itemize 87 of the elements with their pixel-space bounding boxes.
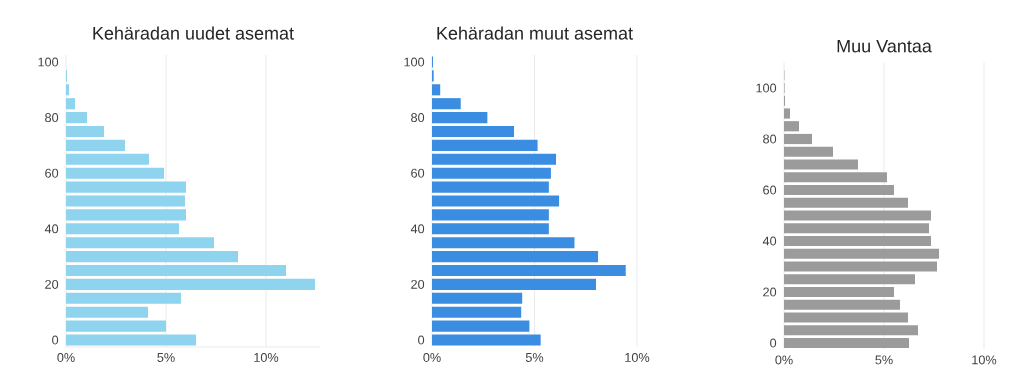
- bar: [784, 337, 910, 349]
- chart-title: Kehäradan uudet asemat: [93, 26, 294, 40]
- y-tick-label: 0: [52, 335, 59, 345]
- bar: [784, 274, 916, 285]
- bar: [432, 84, 441, 96]
- y-tick-label: 100: [404, 57, 425, 67]
- y-tick-label: 80: [411, 113, 425, 123]
- bar: [432, 278, 597, 290]
- bar: [432, 153, 557, 165]
- bar: [432, 223, 549, 235]
- bar: [784, 248, 940, 259]
- chart-title: Kehäradan muut asemat: [437, 26, 633, 40]
- bar: [784, 261, 938, 272]
- bar: [66, 320, 167, 332]
- y-tick-label: 20: [45, 279, 59, 289]
- bar: [66, 237, 215, 249]
- bar: [784, 133, 813, 145]
- y-tick-label: 80: [763, 134, 777, 144]
- bar: [432, 139, 538, 151]
- bar: [66, 139, 125, 151]
- bar: [784, 210, 932, 221]
- bar: [432, 292, 523, 304]
- bar: [784, 197, 909, 208]
- x-tick-label: 10%: [972, 355, 997, 365]
- bar: [784, 286, 895, 298]
- bar: [784, 299, 901, 310]
- y-tick-label: 100: [38, 57, 59, 67]
- y-tick-label: 40: [410, 224, 425, 234]
- bar: [66, 306, 149, 318]
- bar: [66, 84, 69, 96]
- bar: [66, 181, 187, 193]
- y-tick-label: 20: [411, 279, 425, 289]
- bar: [784, 312, 909, 323]
- bar: [66, 251, 239, 263]
- x-tick-label: 5%: [875, 355, 893, 365]
- bar: [432, 264, 626, 277]
- bar: [784, 223, 930, 234]
- bar: [66, 167, 165, 179]
- bar: [432, 320, 530, 332]
- bar: [66, 334, 197, 346]
- y-tick-label: 0: [770, 338, 777, 348]
- x-tick-label: 0%: [423, 352, 441, 362]
- bar: [66, 209, 187, 221]
- x-tick-label: 0%: [57, 352, 75, 362]
- y-tick-label: 80: [45, 113, 59, 123]
- y-tick-label: 100: [756, 83, 777, 93]
- bar: [66, 292, 181, 304]
- bar: [432, 125, 514, 138]
- bar: [66, 278, 316, 290]
- y-tick-label: 40: [762, 236, 777, 246]
- y-tick-label: 60: [45, 168, 59, 178]
- bar: [432, 209, 549, 221]
- y-tick-label: 40: [44, 224, 59, 234]
- x-tick-label: 5%: [157, 353, 175, 362]
- x-tick-label: 10%: [254, 352, 279, 362]
- bar: [432, 334, 541, 346]
- x-tick-label: 10%: [625, 352, 650, 362]
- bar: [66, 223, 180, 235]
- bar: [432, 167, 551, 179]
- bar: [784, 146, 834, 157]
- bar: [432, 237, 575, 249]
- bar: [66, 195, 186, 207]
- bar: [784, 159, 859, 170]
- bar: [432, 195, 560, 207]
- y-tick-label: 0: [418, 335, 425, 345]
- bar: [784, 108, 791, 119]
- bar: [66, 98, 75, 110]
- x-tick-label: 5%: [525, 353, 544, 362]
- bar: [784, 184, 895, 196]
- bar: [432, 181, 549, 193]
- bar: [432, 251, 599, 263]
- bar: [432, 98, 461, 110]
- bar: [66, 264, 286, 277]
- bar: [784, 325, 919, 336]
- bar: [432, 306, 522, 318]
- x-tick-label: 0%: [775, 355, 793, 365]
- y-tick-label: 60: [763, 185, 777, 195]
- bar: [66, 125, 104, 138]
- bar: [432, 112, 488, 124]
- bar: [66, 112, 88, 124]
- bar: [784, 235, 932, 247]
- y-tick-label: 20: [763, 287, 777, 297]
- chart-title: Muu Vantaa: [837, 39, 932, 53]
- bar: [784, 172, 888, 183]
- y-tick-label: 60: [411, 168, 425, 178]
- bar: [784, 121, 800, 132]
- bar: [66, 153, 149, 165]
